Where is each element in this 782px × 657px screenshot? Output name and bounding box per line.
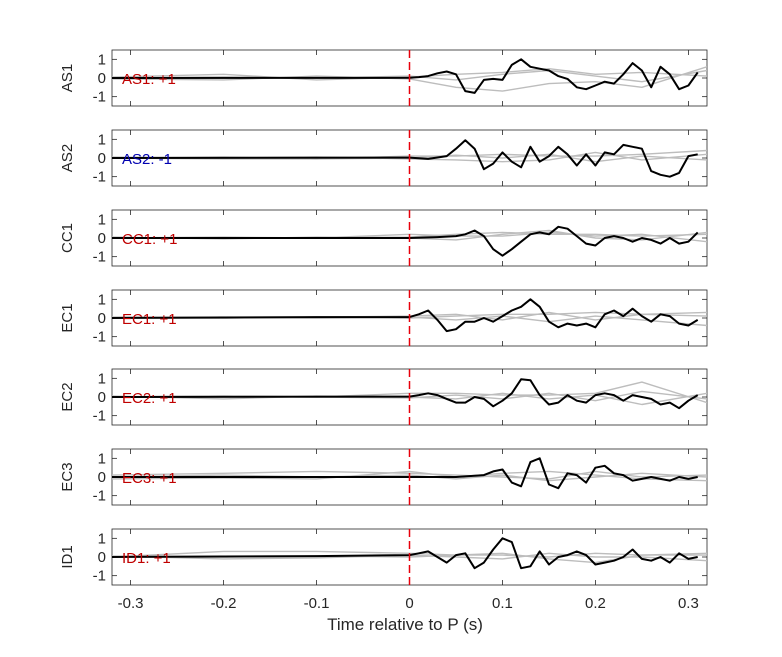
panel-group: -1 0 1 AS1 AS1: +1 -1 0 1 AS2 AS2: -1 -1 0 1 CC1 CC1: …	[59, 49, 708, 586]
station-label: CC1	[59, 223, 76, 253]
y-tick-label: 1	[98, 530, 106, 547]
y-tick-label: -1	[93, 89, 106, 106]
y-tick-label: 1	[98, 211, 106, 228]
main-trace	[112, 225, 699, 257]
station-label: EC1	[59, 303, 76, 332]
main-trace	[112, 298, 699, 333]
station-label: EC2	[59, 382, 76, 411]
y-tick-label: 0	[98, 549, 106, 566]
y-tick-label: 1	[98, 450, 106, 467]
y-tick-label: 0	[98, 389, 106, 406]
x-tick-label: 0.3	[678, 595, 699, 612]
y-tick-label: 0	[98, 310, 106, 327]
y-tick-label: -1	[93, 408, 106, 425]
y-tick-label: 0	[98, 230, 106, 247]
polarity-annotation: CC1: +1	[122, 231, 177, 248]
panel-ec1: -1 0 1 EC1 EC1: +1	[59, 289, 708, 347]
y-tick-label: -1	[93, 488, 106, 505]
polarity-annotation: EC3: +1	[122, 470, 177, 487]
y-tick-label: -1	[93, 329, 106, 346]
main-trace	[112, 537, 698, 570]
station-label: ID1	[59, 545, 76, 568]
panel-cc1: -1 0 1 CC1 CC1: +1	[59, 209, 708, 267]
plot-area	[112, 139, 707, 178]
y-tick-label: 0	[98, 150, 106, 167]
panel-id1: -1 0 1 ID1 ID1: +1	[59, 528, 708, 586]
plot-area	[112, 537, 707, 570]
x-tick-label: 0.1	[492, 595, 513, 612]
station-label: AS1	[59, 64, 76, 92]
polarity-annotation: AS1: +1	[122, 71, 176, 88]
y-tick-label: -1	[93, 249, 106, 266]
y-tick-label: -1	[93, 169, 106, 186]
main-trace	[112, 58, 699, 94]
main-trace	[112, 378, 699, 410]
plot-area	[112, 378, 707, 410]
y-tick-label: 1	[98, 291, 106, 308]
x-axis: -0.3 -0.2 -0.1 0 0.1 0.2 0.3	[118, 595, 699, 612]
x-axis-label: Time relative to P (s)	[327, 615, 483, 634]
polarity-annotation: EC2: +1	[122, 390, 177, 407]
plot-area	[112, 457, 707, 490]
y-tick-label: -1	[93, 568, 106, 585]
y-tick-label: 1	[98, 131, 106, 148]
x-tick-label: -0.1	[304, 595, 330, 612]
x-tick-label: 0.2	[585, 595, 606, 612]
plot-area	[112, 298, 707, 333]
x-tick-label: -0.3	[118, 595, 144, 612]
panel-ec2: -1 0 1 EC2 EC2: +1	[59, 368, 708, 426]
y-tick-label: 0	[98, 70, 106, 87]
y-tick-label: 0	[98, 469, 106, 486]
station-label: AS2	[59, 144, 76, 172]
plot-area	[112, 225, 707, 257]
background-trace	[112, 149, 707, 160]
y-tick-label: 1	[98, 370, 106, 387]
panel-ec3: -1 0 1 EC3 EC3: +1	[59, 448, 708, 506]
x-tick-label: 0	[405, 595, 413, 612]
x-tick-label: -0.2	[211, 595, 237, 612]
y-tick-label: 1	[98, 51, 106, 68]
polarity-annotation: ID1: +1	[122, 550, 171, 567]
plot-area	[112, 58, 707, 94]
panel-as1: -1 0 1 AS1 AS1: +1	[59, 49, 708, 107]
polarity-annotation: AS2: -1	[122, 151, 172, 168]
background-trace	[112, 552, 707, 562]
main-trace	[112, 457, 698, 490]
panel-as2: -1 0 1 AS2 AS2: -1	[59, 129, 708, 187]
main-trace	[112, 139, 698, 178]
station-label: EC3	[59, 462, 76, 491]
polarity-annotation: EC1: +1	[122, 311, 177, 328]
